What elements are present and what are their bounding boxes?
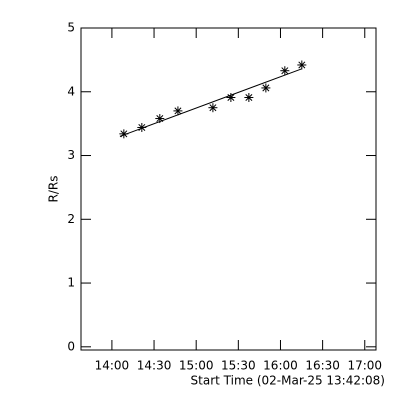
point-stroke — [245, 93, 253, 102]
y-tick-label: 4 — [67, 84, 75, 98]
x-tick-label: 17:00 — [347, 359, 382, 373]
plot-frame — [80, 27, 377, 351]
point — [119, 129, 129, 139]
y-tick-label: 0 — [67, 339, 75, 353]
point — [297, 60, 307, 70]
point-stroke — [138, 123, 146, 131]
point-stroke — [262, 84, 270, 92]
point-stroke — [156, 115, 164, 123]
point-stroke — [281, 67, 289, 75]
point — [261, 83, 271, 93]
point — [137, 122, 147, 132]
x-tick-label: 16:00 — [263, 359, 298, 373]
fit-line — [119, 68, 303, 137]
x-tick-label: 14:00 — [95, 359, 130, 373]
y-tick-label: 2 — [67, 212, 75, 226]
point — [226, 93, 236, 103]
y-tick-label: 3 — [67, 148, 75, 162]
x-axis-label: Start Time (02-Mar-25 13:42:08) — [191, 374, 385, 388]
point — [244, 93, 254, 103]
y-axis-label: R/Rs — [47, 176, 61, 203]
point-stroke — [298, 61, 306, 69]
point-stroke — [174, 107, 182, 115]
point-stroke — [227, 93, 235, 102]
y-tick-label: 5 — [67, 21, 75, 35]
point — [208, 103, 218, 113]
x-tick-label: 16:30 — [305, 359, 340, 373]
y-tick-label: 1 — [67, 276, 75, 290]
point — [280, 66, 290, 76]
x-tick-label: 15:00 — [179, 359, 214, 373]
x-tick-label: 14:30 — [137, 359, 172, 373]
point — [173, 106, 183, 116]
point-stroke — [209, 104, 217, 112]
x-tick-label: 15:30 — [221, 359, 256, 373]
